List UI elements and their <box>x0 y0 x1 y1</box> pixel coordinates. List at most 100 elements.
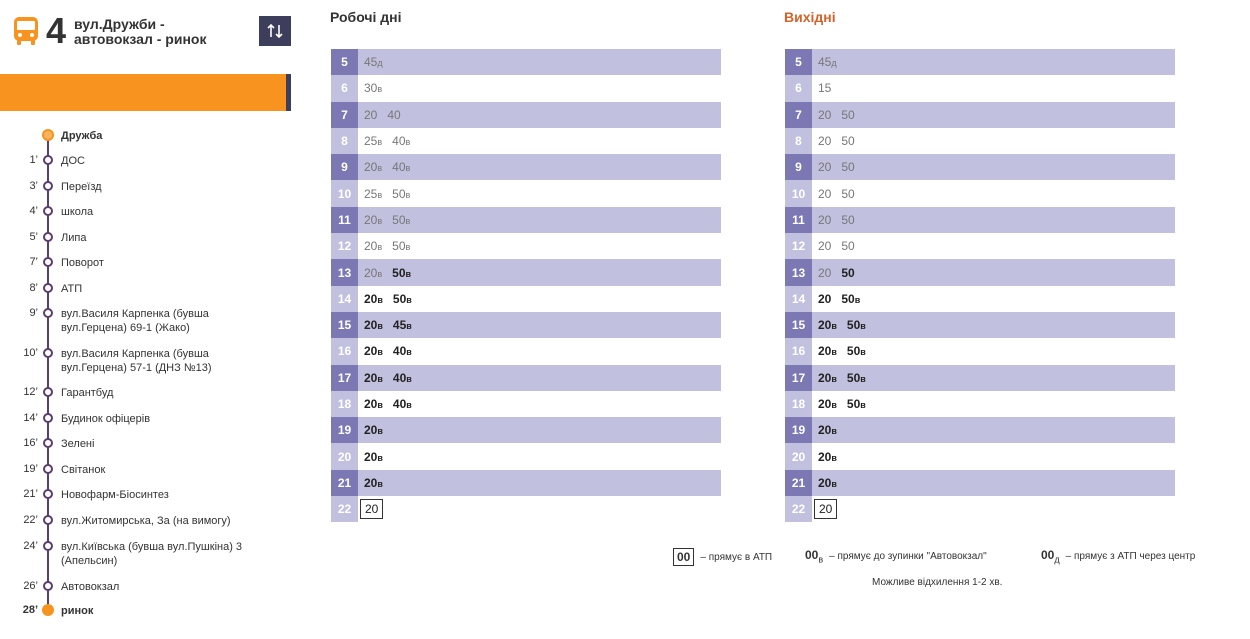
schedule-bar <box>358 390 721 418</box>
stop-dot-icon <box>43 232 53 242</box>
schedule-minutes: 20 <box>814 496 847 522</box>
departure-minute: 20 <box>360 499 384 520</box>
departure-minute: 20в <box>818 475 837 490</box>
departure-suffix: в <box>377 189 383 200</box>
legend-code-d: 00д <box>1041 548 1060 565</box>
schedule-hour: 13 <box>785 259 812 286</box>
schedule-minutes: 20в 50в <box>364 259 421 285</box>
weekend-title: Вихідні <box>784 9 836 25</box>
schedule-bar <box>812 75 1175 102</box>
stop-dot-icon <box>42 129 54 141</box>
departure-minute: 20в <box>364 291 383 306</box>
schedule-row: 22 20 <box>785 496 1175 523</box>
schedule-bar <box>812 285 1175 312</box>
schedule-minutes: 20в <box>364 443 393 469</box>
legend-text-atp: – прямує в АТП <box>700 551 773 563</box>
schedule-minutes: 20в 40в <box>364 365 422 391</box>
schedule-bar <box>358 364 721 391</box>
departure-minute: 50 <box>841 186 855 201</box>
departure-minute: 20 <box>818 107 832 122</box>
stop-name: Зелені <box>61 438 95 450</box>
schedule-minutes: 20в <box>364 417 393 443</box>
departure-suffix: в <box>860 400 866 410</box>
schedule-row: 11 20 50 <box>785 206 1175 234</box>
stop-minutes: 22’ <box>23 514 38 526</box>
schedule-bar <box>358 127 721 155</box>
departure-suffix: в <box>377 294 383 305</box>
route-color-bar <box>0 74 286 111</box>
departure-minute: 25в <box>364 134 383 149</box>
schedule-hour: 12 <box>331 233 358 260</box>
stop-name: Дружба <box>61 130 103 142</box>
schedule-minutes: 20 50в <box>818 286 870 312</box>
schedule-bar <box>358 49 721 76</box>
schedule-hour: 10 <box>331 180 358 207</box>
schedule-row: 9 20 50 <box>785 154 1175 181</box>
legend-code-v: 00в <box>805 548 824 565</box>
schedule-row: 5 45д <box>331 49 721 76</box>
schedule-minutes: 20 50 <box>818 102 865 128</box>
schedule-row: 8 25в 40в <box>331 127 721 155</box>
departure-minute: 50 <box>841 107 855 122</box>
stop-minutes: 9’ <box>29 307 38 319</box>
schedule-minutes: 20 50 <box>818 233 865 259</box>
departure-minute: 50 <box>841 134 855 149</box>
departure-minute: 50в <box>392 239 411 254</box>
departure-minute: 50в <box>846 344 866 359</box>
schedule-hour: 7 <box>785 101 812 128</box>
stop-name: АТП <box>61 283 83 295</box>
schedule-minutes: 20 <box>360 496 393 522</box>
stop-name: Автовокзал <box>61 581 120 593</box>
schedule-hour: 21 <box>331 469 358 497</box>
schedule-hour: 15 <box>785 311 812 339</box>
legend-item-atp: 00 – прямує в АТП <box>673 548 772 566</box>
schedule-row: 16 20в 40в <box>331 338 721 365</box>
schedule-minutes: 20 50 <box>818 128 865 154</box>
route-number: 4 <box>46 10 67 51</box>
departure-minute: 50 <box>841 212 855 227</box>
swap-direction-button[interactable] <box>259 16 291 46</box>
schedule-row: 17 20в 40в <box>331 364 721 391</box>
departure-suffix: в <box>831 452 837 463</box>
schedule-minutes: 20в 50в <box>364 207 420 233</box>
schedule-row: 19 20в <box>785 417 1175 444</box>
stop-minutes: 10’ <box>23 347 38 359</box>
schedule-hour: 18 <box>331 390 358 418</box>
schedule-row: 13 20в 50в <box>331 259 721 286</box>
schedule-minutes: 20в <box>818 417 847 443</box>
schedule-hour: 17 <box>785 364 812 391</box>
departure-minute: 20в <box>818 344 837 359</box>
departure-minute: 40в <box>392 344 412 359</box>
stop-dot-icon <box>43 206 53 216</box>
stop-name: Світанок <box>61 464 106 476</box>
departure-suffix: д <box>831 58 837 69</box>
schedule-row: 15 20в 45в <box>331 311 721 339</box>
schedule-hour: 18 <box>785 390 812 418</box>
schedule-hour: 20 <box>331 443 358 470</box>
stop-name: ДОС <box>61 155 85 167</box>
schedule-row: 10 20 50 <box>785 180 1175 207</box>
schedule-bar <box>358 180 721 207</box>
route-name: вул.Дружби - автовокзал - ринок <box>74 17 206 47</box>
departure-minute: 20в <box>364 239 383 254</box>
stop-minutes: 7’ <box>29 256 38 268</box>
schedule-bar <box>358 154 721 181</box>
schedule-hour: 5 <box>785 49 812 76</box>
schedule-hour: 5 <box>331 49 358 76</box>
stop-dot-icon <box>43 515 53 525</box>
departure-minute: 45д <box>818 55 837 70</box>
departure-minute: 20 <box>364 107 378 122</box>
departure-suffix: в <box>406 321 412 332</box>
schedule-minutes: 20в <box>364 470 393 496</box>
schedule-row: 6 30в <box>331 75 721 102</box>
schedule-hour: 11 <box>331 206 358 234</box>
route-name-line2: автовокзал - ринок <box>74 31 207 47</box>
stop-minutes: 19’ <box>23 463 38 475</box>
schedule-minutes: 20в <box>818 470 847 496</box>
departure-suffix: в <box>377 452 383 463</box>
departure-suffix: в <box>854 294 861 305</box>
departure-minute: 50 <box>841 160 855 175</box>
departure-suffix: в <box>377 268 383 279</box>
legend-text-center: – прямує з АТП через центр <box>1065 550 1196 562</box>
stop-minutes: 5’ <box>29 231 38 243</box>
